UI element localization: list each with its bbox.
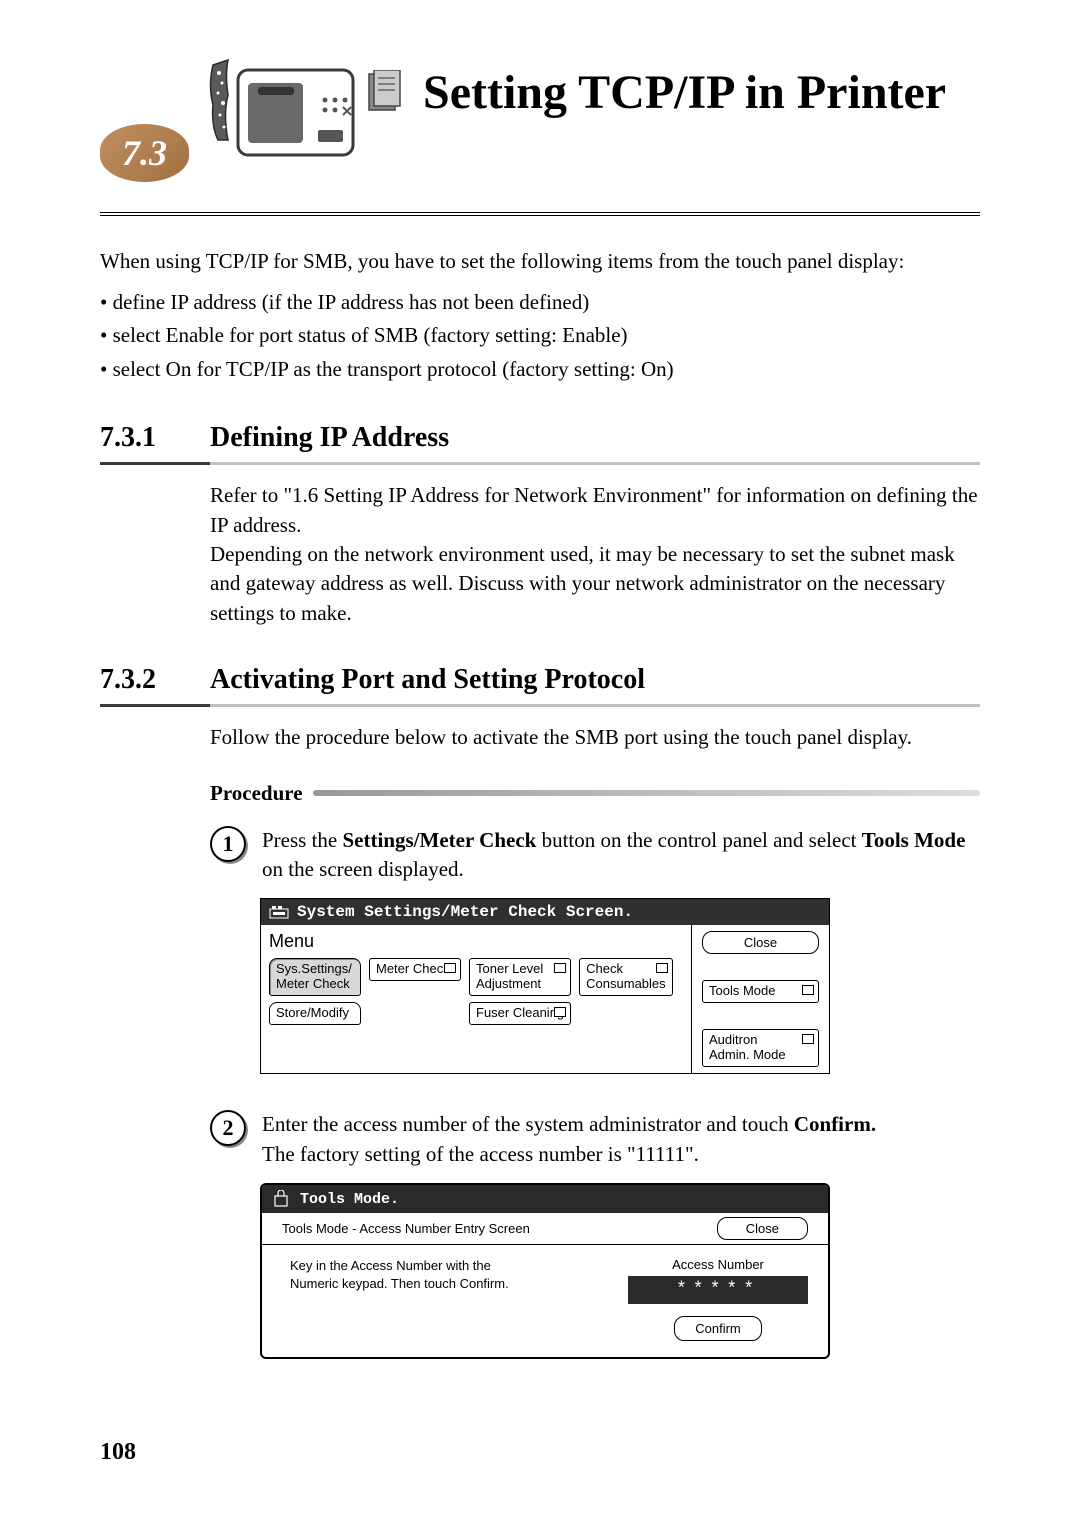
menu-label: Menu xyxy=(269,931,683,952)
section-number: 7.3 xyxy=(100,124,189,182)
procedure-heading: Procedure xyxy=(210,781,980,806)
folder-icon xyxy=(554,1007,566,1017)
bullet-item: • select On for TCP/IP as the transport … xyxy=(100,353,980,387)
folder-icon xyxy=(554,963,566,973)
bullet-item: • define IP address (if the IP address h… xyxy=(100,286,980,320)
tab-sys-settings[interactable]: Sys.Settings/ Meter Check xyxy=(269,958,361,996)
subsection-body: Follow the procedure below to activate t… xyxy=(210,723,980,752)
header-rule xyxy=(100,212,980,213)
printer-illustration xyxy=(203,45,363,165)
step-text: Enter the access number of the system ad… xyxy=(262,1110,980,1169)
panel-title: Tools Mode. xyxy=(300,1191,399,1208)
procedure-step-2: 2 Enter the access number of the system … xyxy=(210,1110,980,1169)
page-number: 108 xyxy=(100,1439,980,1466)
subsection-732: 7.3.2 Activating Port and Setting Protoc… xyxy=(100,664,980,1359)
subsection-body: Refer to "1.6 Setting IP Address for Net… xyxy=(210,481,980,628)
step-text: Press the Settings/Meter Check button on… xyxy=(262,826,980,885)
subsection-title: Activating Port and Setting Protocol xyxy=(210,664,645,696)
tab-store-modify[interactable]: Store/Modify xyxy=(269,1002,361,1025)
panel-title: System Settings/Meter Check Screen. xyxy=(297,903,633,921)
page-title: Setting TCP/IP in Printer xyxy=(423,65,946,120)
folder-icon xyxy=(656,963,668,973)
subsection-731: 7.3.1 Defining IP Address Refer to "1.6 … xyxy=(100,422,980,628)
toner-level-button[interactable]: Toner Level Adjustment xyxy=(469,958,571,996)
step-number: 1 xyxy=(210,826,246,862)
tools-icon xyxy=(272,1190,290,1208)
subsection-number: 7.3.1 xyxy=(100,422,210,454)
subsection-rule xyxy=(100,704,980,707)
intro-bullets: • define IP address (if the IP address h… xyxy=(100,286,980,387)
procedure-step-1: 1 Press the Settings/Meter Check button … xyxy=(210,826,980,885)
bullet-item: • select Enable for port status of SMB (… xyxy=(100,319,980,353)
panel-titlebar: Tools Mode. xyxy=(262,1185,828,1213)
close-button[interactable]: Close xyxy=(717,1217,808,1240)
settings-icon xyxy=(269,904,289,920)
document-icon xyxy=(367,70,403,116)
tools-mode-button[interactable]: Tools Mode xyxy=(702,980,819,1003)
screenshot-1: System Settings/Meter Check Screen. Menu… xyxy=(260,898,980,1074)
access-number-label: Access Number xyxy=(628,1257,808,1272)
confirm-button[interactable]: Confirm xyxy=(674,1316,762,1341)
page-header: 7.3 Setting TCP/IP in Printer xyxy=(100,60,980,182)
close-button[interactable]: Close xyxy=(702,931,819,954)
procedure-label-text: Procedure xyxy=(210,781,303,806)
header-rule xyxy=(100,215,980,216)
panel-subtitle: Tools Mode - Access Number Entry Screen xyxy=(282,1221,717,1236)
procedure-rule xyxy=(313,790,980,796)
check-consumables-button[interactable]: Check Consumables xyxy=(579,958,673,996)
access-number-field[interactable]: ***** xyxy=(628,1276,808,1304)
folder-icon xyxy=(802,1034,814,1044)
subsection-title: Defining IP Address xyxy=(210,422,449,454)
section-badge-group: 7.3 xyxy=(100,60,363,182)
instruction-text: Key in the Access Number with the Numeri… xyxy=(290,1257,628,1341)
subsection-rule xyxy=(100,462,980,465)
meter-check-button[interactable]: Meter Check xyxy=(369,958,461,981)
folder-icon xyxy=(802,985,814,995)
step-number: 2 xyxy=(210,1110,246,1146)
fuser-cleaning-button[interactable]: Fuser Cleaning xyxy=(469,1002,571,1025)
auditron-button[interactable]: Auditron Admin. Mode xyxy=(702,1029,819,1067)
intro-paragraph: When using TCP/IP for SMB, you have to s… xyxy=(100,246,980,278)
panel-titlebar: System Settings/Meter Check Screen. xyxy=(261,899,829,925)
screenshot-2: Tools Mode. Tools Mode - Access Number E… xyxy=(260,1183,980,1359)
subsection-number: 7.3.2 xyxy=(100,664,210,696)
folder-icon xyxy=(444,963,456,973)
